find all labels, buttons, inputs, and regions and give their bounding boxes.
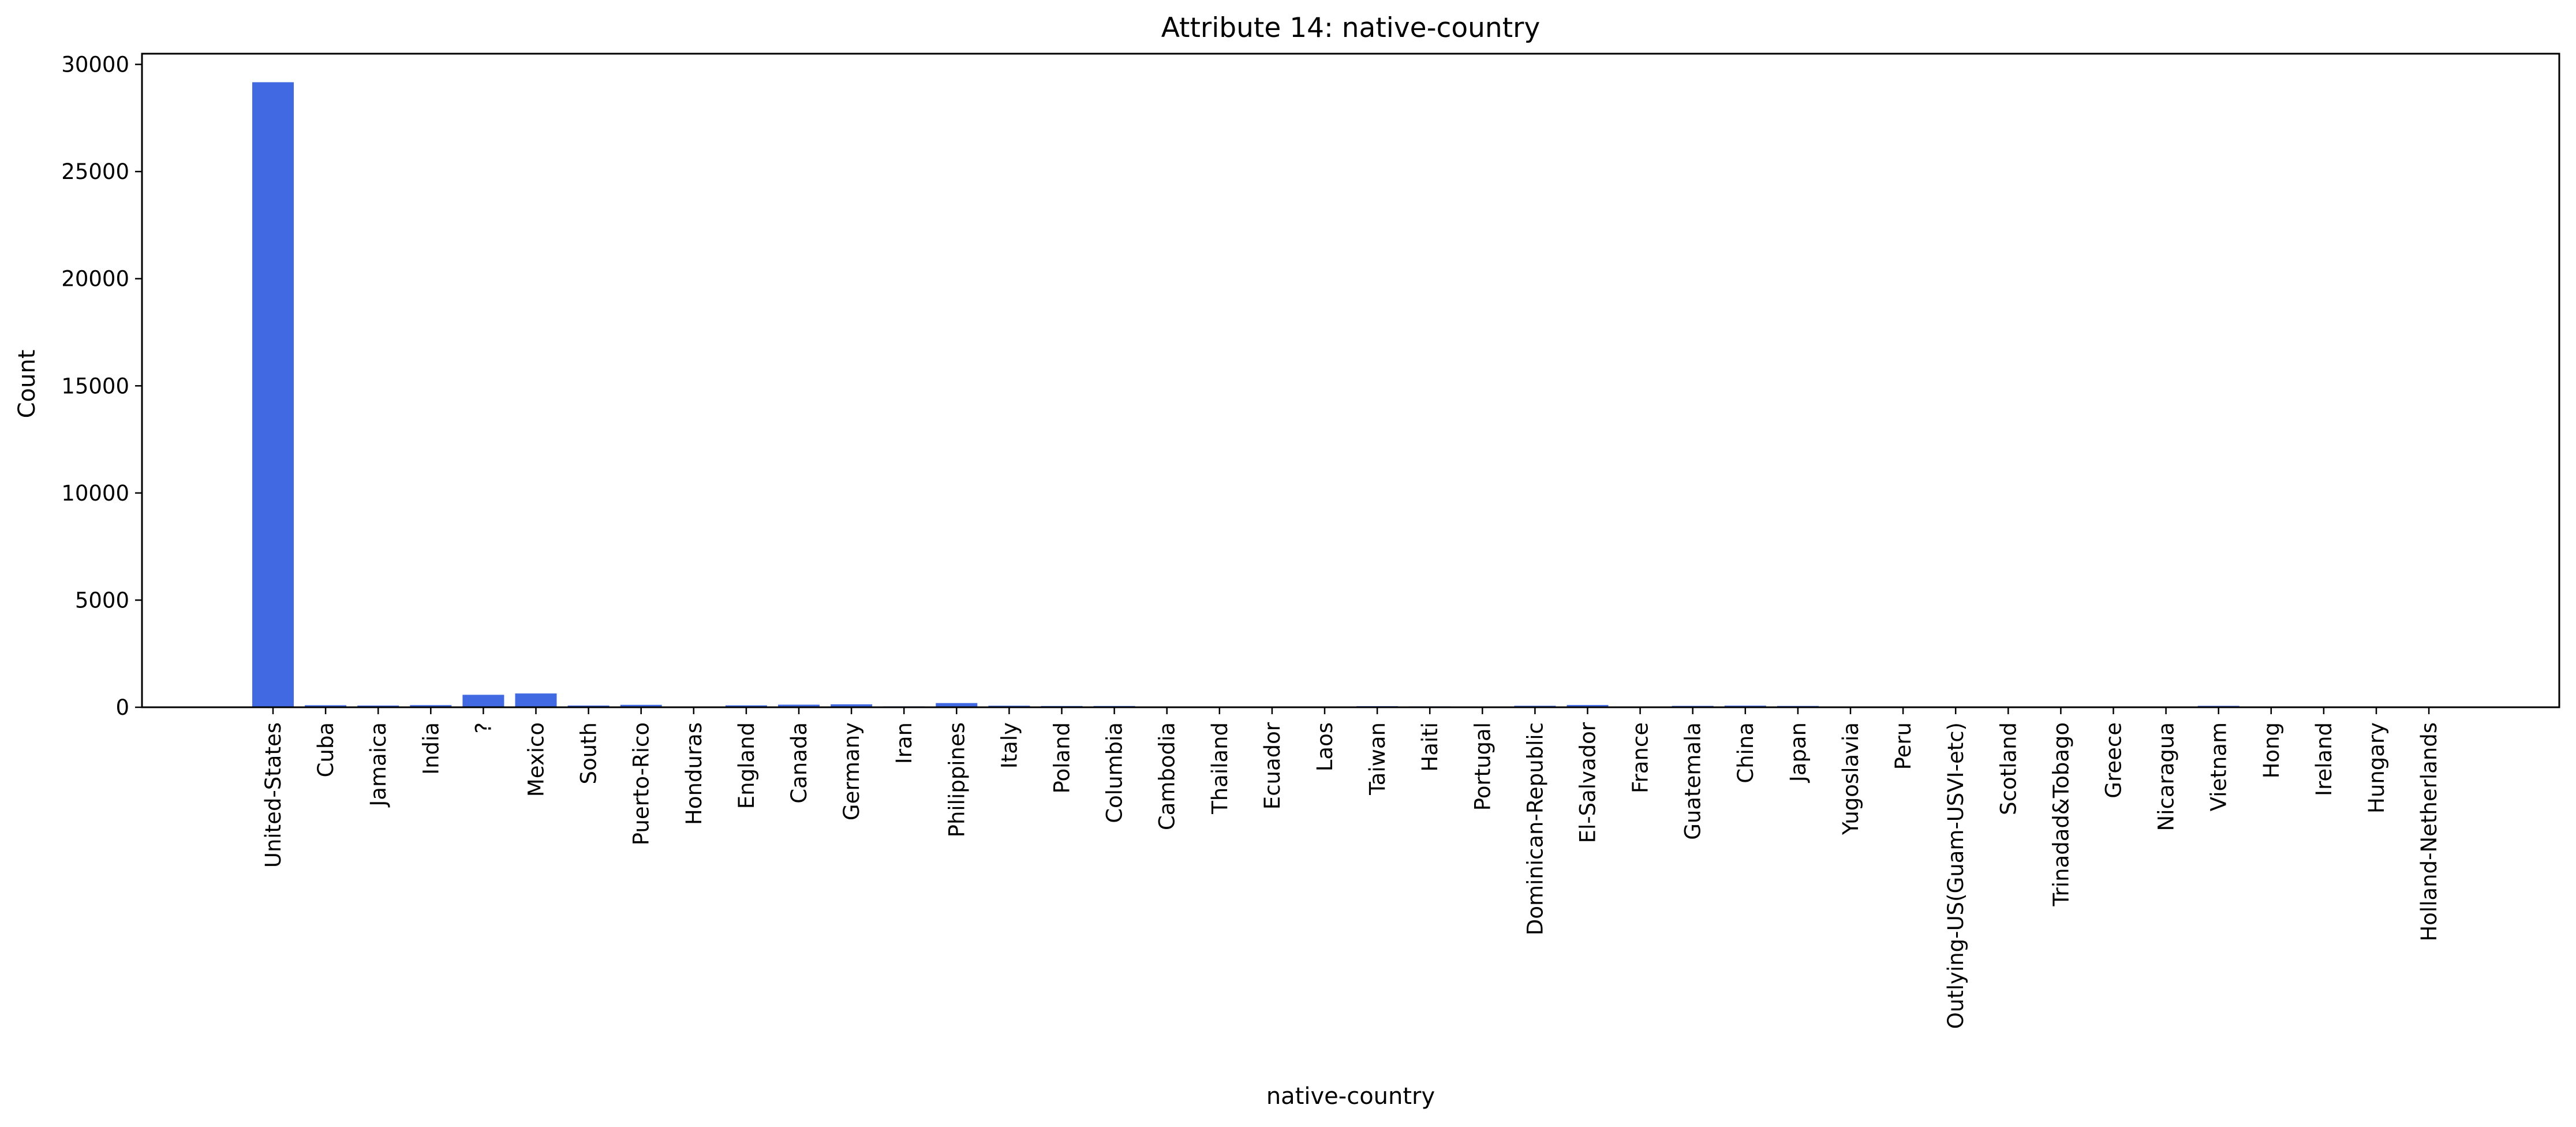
x-tick-label: England — [734, 722, 759, 809]
x-tick-label: Nicaragua — [2154, 722, 2179, 831]
x-tick-label: Dominican-Republic — [1523, 722, 1547, 935]
x-tick-label: Cuba — [313, 722, 338, 777]
bars-group — [252, 82, 2397, 707]
x-tick-label: Poland — [1050, 722, 1075, 794]
bar-25 — [1566, 705, 1609, 707]
bar-1 — [305, 705, 347, 707]
x-tick-label: Portugal — [1470, 722, 1495, 811]
y-tick-label: 20000 — [61, 267, 129, 292]
x-tick-label: Italy — [997, 722, 1022, 768]
x-tick-label: Columbia — [1102, 722, 1127, 823]
x-tick-label: Puerto-Rico — [629, 722, 654, 845]
x-tick-label: Yugoslavia — [1838, 722, 1863, 835]
x-tick-label: Honduras — [682, 722, 706, 825]
y-tick-label: 10000 — [61, 481, 129, 506]
y-axis-label: Count — [14, 350, 40, 419]
x-tick-label: Greece — [2102, 722, 2126, 798]
x-tick-label: Trinadad&Tobago — [2048, 722, 2073, 907]
bar-0 — [252, 82, 294, 707]
x-tick-label: Ecuador — [1260, 722, 1285, 809]
y-tick-label: 25000 — [61, 159, 129, 184]
x-tick-label: Haiti — [1418, 722, 1442, 772]
x-tick-label: Taiwan — [1365, 722, 1390, 796]
x-tick-label: Hungary — [2364, 722, 2389, 813]
x-tick-label: Mexico — [524, 722, 549, 797]
y-tick-label: 0 — [115, 695, 129, 720]
bar-9 — [725, 705, 767, 707]
x-tick-label: Outlying-US(Guam-USVI-etc) — [1943, 722, 1968, 1029]
x-tick-label: Iran — [892, 722, 917, 764]
x-tick-label: Ireland — [2312, 722, 2336, 796]
y-tick-label: 5000 — [75, 588, 129, 613]
x-tick-label: China — [1733, 722, 1758, 783]
x-axis-label: native-country — [1266, 1083, 1435, 1110]
x-tick-label: Thailand — [1207, 722, 1232, 815]
x-tick-label: Laos — [1313, 722, 1337, 771]
x-tick-label: Philippines — [944, 722, 969, 837]
chart-title: Attribute 14: native-country — [1161, 12, 1541, 44]
bar-4 — [462, 695, 504, 707]
x-tick-label: Cambodia — [1155, 722, 1180, 830]
bar-10 — [778, 704, 820, 707]
x-tick-label: Scotland — [1996, 722, 2021, 815]
plot-area-frame — [141, 53, 2560, 708]
bar-11 — [831, 704, 873, 707]
x-tick-label: Vietnam — [2207, 722, 2231, 811]
x-tick-label: Hong — [2259, 722, 2284, 778]
x-tick-label: Germany — [839, 722, 864, 820]
x-tick-label: Jamaica — [366, 722, 391, 808]
x-tick-label: Canada — [787, 722, 812, 804]
x-tick-label: ? — [471, 722, 496, 734]
x-tick-label: Holland-Netherlands — [2417, 722, 2442, 942]
x-tick-label: El-Salvador — [1576, 722, 1601, 843]
bar-5 — [515, 693, 557, 707]
x-tick-label: South — [577, 722, 601, 785]
y-tick-label: 15000 — [61, 374, 129, 398]
bar-7 — [620, 704, 662, 707]
bar-13 — [936, 703, 978, 707]
x-tick-label: Japan — [1786, 722, 1811, 783]
x-tick-label: France — [1628, 722, 1653, 793]
bar-3 — [410, 705, 452, 707]
x-tick-label: United-States — [261, 722, 286, 868]
x-tick-label: Guatemala — [1681, 722, 1706, 840]
x-tick-label: Peru — [1891, 722, 1916, 770]
x-axis-ticks: United-States Cuba Jamaica India? Mexico Sout… — [261, 707, 2442, 1029]
y-tick-label: 30000 — [61, 53, 129, 77]
y-axis-ticks: 0 5000 10000 15000 20000 25000 30000 — [61, 53, 142, 720]
x-tick-label: India — [418, 722, 443, 775]
